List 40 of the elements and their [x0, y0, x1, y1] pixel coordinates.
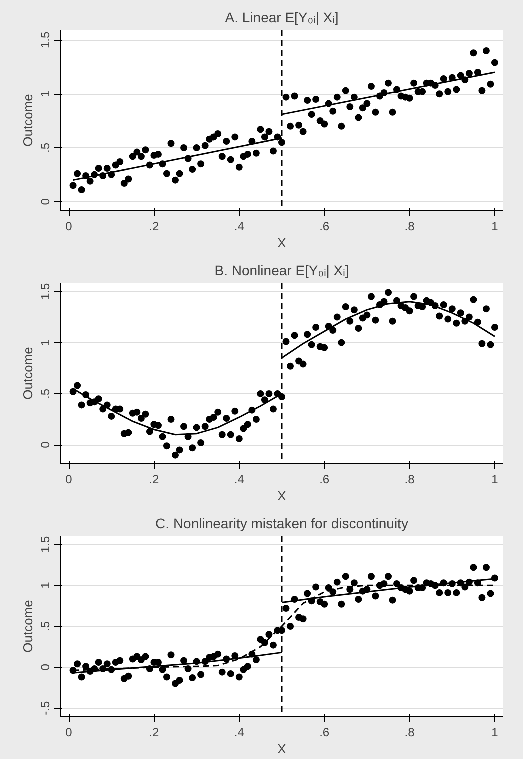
- x-tick-label: .4: [234, 472, 245, 486]
- x-tick-label: .2: [149, 472, 160, 486]
- y-tick-label: .5: [38, 621, 52, 632]
- y-tick-label: 0: [38, 664, 52, 671]
- x-axis-title: X: [278, 742, 287, 756]
- x-tick-label: .2: [149, 220, 160, 234]
- x-tick-label: .8: [404, 220, 416, 234]
- x-tick-label: 0: [66, 726, 73, 740]
- x-tick-label: 0: [66, 472, 73, 486]
- x-tick-label: .8: [404, 472, 416, 486]
- y-tick-label: 1.5: [38, 536, 52, 554]
- y-tick-label: .5: [38, 142, 52, 153]
- chart-title: B. Nonlinear E[Y₀ᵢ| Xᵢ]: [214, 262, 350, 278]
- x-axis-title: X: [278, 236, 287, 250]
- y-tick-label: 1: [38, 582, 52, 589]
- y-tick-label: 1.5: [38, 283, 52, 300]
- y-tick-label: 0: [38, 441, 52, 448]
- x-tick-label: .4: [234, 726, 245, 740]
- x-tick-label: 1: [492, 472, 499, 486]
- chart-title: A. Linear E[Y₀ᵢ| Xᵢ]: [225, 10, 339, 26]
- x-tick-label: .4: [234, 220, 245, 234]
- y-tick-label: 1: [38, 90, 52, 98]
- x-tick-label: 1: [492, 726, 499, 740]
- x-axis-title: X: [278, 488, 287, 504]
- x-tick-label: .8: [404, 726, 416, 740]
- chart-title: C. Nonlinearity mistaken for discontinuity: [156, 516, 408, 532]
- y-tick-label: -.5: [38, 700, 52, 716]
- y-axis-title: Outcome: [20, 347, 36, 400]
- y-axis-title: Outcome: [20, 94, 36, 147]
- x-tick-label: .6: [320, 726, 330, 740]
- x-tick-label: .6: [320, 472, 330, 486]
- y-tick-label: 0: [38, 198, 52, 206]
- x-tick-label: 0: [66, 220, 73, 234]
- y-axis-title: Outcome: [20, 600, 36, 653]
- y-tick-label: 1.5: [38, 32, 52, 49]
- y-tick-label: .5: [38, 388, 52, 399]
- x-tick-label: .2: [149, 726, 160, 740]
- x-tick-label: 1: [492, 220, 499, 234]
- y-tick-label: 1: [38, 339, 52, 346]
- x-tick-label: .6: [320, 220, 330, 234]
